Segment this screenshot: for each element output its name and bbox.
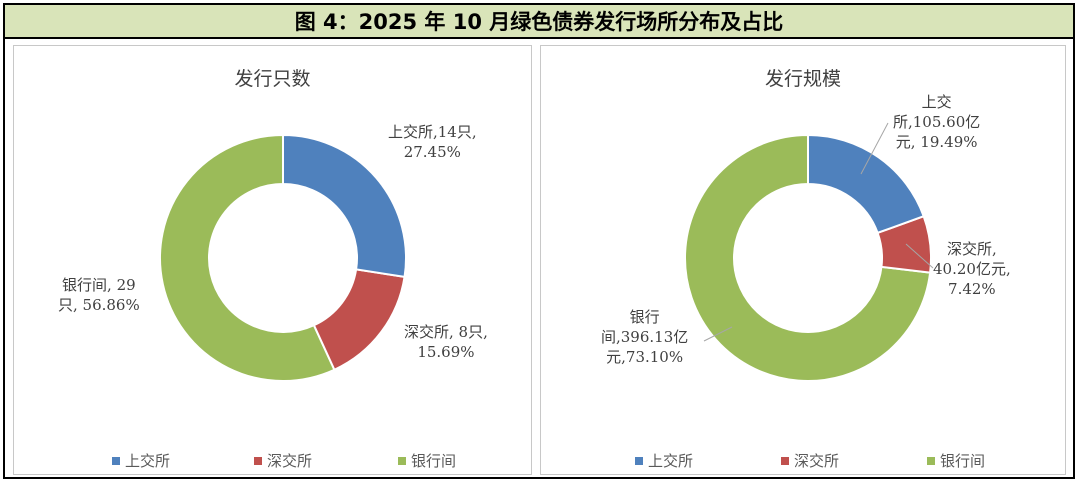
legend-swatch-sse [112, 456, 120, 465]
leader-line-szse [905, 243, 934, 269]
legend-label-interbank: 银行间 [940, 452, 986, 470]
legend-scale: 上交所 深交所 银行间 [541, 450, 1065, 470]
legend-swatch-szse [781, 456, 789, 465]
donut-chart-count [159, 133, 407, 382]
legend-item-sse: 上交所 [112, 450, 170, 471]
chart-title-count: 发行只数 [234, 68, 311, 90]
leader-line-interbank [703, 326, 733, 342]
legend-swatch-interbank [927, 456, 935, 465]
data-label-interbank-scale: 银行 间,396.13亿 元,73.10% [601, 308, 689, 366]
legend-item-szse: 深交所 [781, 450, 839, 471]
legend-label-szse: 深交所 [794, 452, 840, 470]
data-label-sse-scale: 上交 所,105.60亿 元, 19.49% [893, 93, 981, 151]
legend-label-szse: 深交所 [267, 452, 313, 470]
legend-swatch-interbank [398, 456, 406, 465]
donut-slice-szse [876, 214, 932, 274]
data-label-szse-scale: 深交所, 40.20亿元, 7.42% [933, 240, 1011, 298]
legend-label-interbank: 银行间 [411, 452, 457, 470]
data-label-interbank-count: 银行间, 29 只, 56.86% [58, 276, 140, 314]
donut-chart-scale [684, 122, 934, 382]
legend-swatch-sse [635, 456, 643, 465]
legend-item-sse: 上交所 [635, 450, 693, 471]
data-label-szse-count: 深交所, 8只, 15.69% [404, 323, 488, 361]
legend-label-sse: 上交所 [648, 452, 694, 470]
leader-line-sse [860, 122, 889, 175]
legend-swatch-szse [254, 456, 262, 465]
chart-panel-scale: 发行规模 上交 所,105.60亿 元, 19.49% 深交所, 40.20亿元… [540, 45, 1066, 475]
chart-panel-count: 发行只数 上交所,14只, 27.45% 深交所, 8只, 15.69% 银行间… [13, 45, 532, 475]
legend-item-interbank: 银行间 [927, 450, 985, 471]
legend-item-szse: 深交所 [254, 450, 312, 471]
legend-count: 上交所 深交所 银行间 [14, 450, 531, 470]
legend-label-sse: 上交所 [125, 452, 171, 470]
donut-slice-sse [282, 133, 407, 279]
chart-title-scale: 发行规模 [764, 68, 841, 90]
donut-slice-interbank [684, 133, 932, 382]
donut-slice-sse [807, 133, 925, 235]
donut-slice-szse [312, 268, 406, 372]
figure-frame: 图 4：2025 年 10 月绿色债券发行场所分布及占比 发行只数 上交所,14… [3, 3, 1075, 479]
figure-title: 图 4：2025 年 10 月绿色债券发行场所分布及占比 [5, 5, 1073, 39]
data-label-sse-count: 上交所,14只, 27.45% [388, 123, 477, 161]
legend-item-interbank: 银行间 [398, 450, 456, 471]
donut-slice-interbank [159, 133, 336, 382]
